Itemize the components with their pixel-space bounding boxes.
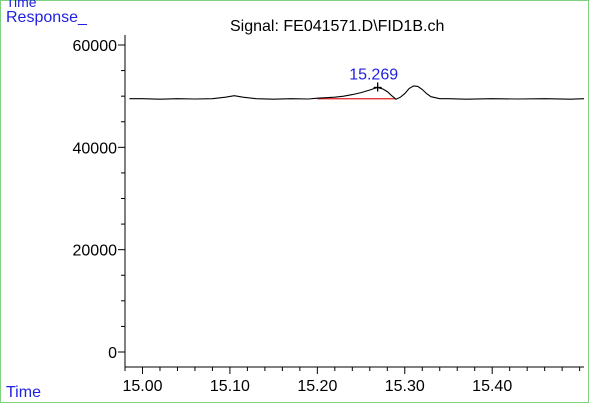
peak-retention-label: 15.269	[349, 66, 398, 83]
y-tick-label: 40000	[73, 140, 118, 157]
y-tick-label: 60000	[73, 38, 118, 55]
x-tick-label: 15.20	[297, 378, 337, 395]
x-tick-label: 15.10	[210, 378, 250, 395]
plot-area: 0 20000 40000 60000 15.00 15.10 15.20 15.30 15.4…	[73, 35, 585, 395]
corner-time-label: Time	[6, 0, 37, 10]
y-tick-label: 20000	[73, 243, 118, 260]
signal-title: Signal: FE041571.D\FID1B.ch	[230, 18, 444, 35]
y-axis-label: Response_	[6, 9, 88, 26]
x-axis-label: Time	[6, 384, 41, 401]
x-tick-label: 15.30	[385, 378, 425, 395]
x-tick-label: 15.40	[472, 378, 512, 395]
x-tick-label: 15.00	[122, 378, 162, 395]
y-tick-label: 0	[108, 345, 117, 362]
